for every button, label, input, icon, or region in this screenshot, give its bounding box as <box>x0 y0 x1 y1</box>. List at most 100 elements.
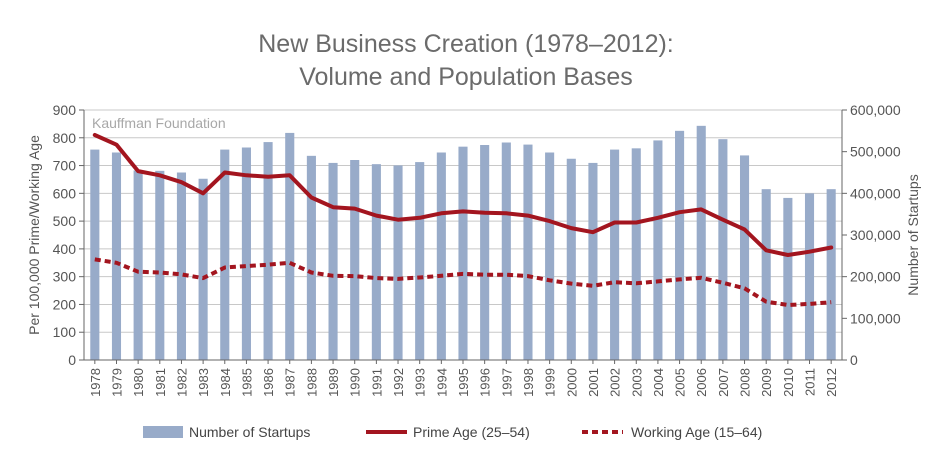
startups-bar <box>631 148 641 360</box>
startups-bar <box>176 172 187 360</box>
prime-age-line <box>92 133 834 257</box>
startups-bar <box>804 193 815 360</box>
left-tick-label: 800 <box>53 130 77 146</box>
chart-title-line2: Volume and Population Bases <box>299 63 633 91</box>
startups-bar <box>761 189 771 360</box>
startups-bar <box>588 162 598 360</box>
left-tick-label: 500 <box>53 213 77 229</box>
right-tick-label: 0 <box>850 352 858 368</box>
x-tick-label: 2007 <box>716 368 731 397</box>
x-tick-label: 1995 <box>456 368 471 397</box>
x-tick-label: 2002 <box>608 368 623 397</box>
x-tick-label: 1980 <box>131 368 146 397</box>
x-tick-label: 2011 <box>803 368 818 396</box>
left-tick-label: 200 <box>53 296 77 312</box>
x-tick-label: 1989 <box>326 368 341 397</box>
right-tick-label: 500,000 <box>850 144 901 160</box>
x-tick-label: 1981 <box>153 368 168 397</box>
left-tick-label: 100 <box>53 324 77 340</box>
legend-label-prime-age: Prime Age (25–54) <box>413 424 530 440</box>
x-tick-label: 2004 <box>651 368 666 397</box>
startups-bar <box>718 139 728 360</box>
startups-bar <box>241 147 251 360</box>
startups-bar <box>90 149 100 360</box>
x-tick-label: 2006 <box>694 368 709 397</box>
y-axis-left-label: Per 100,000 Prime/Working Age <box>26 135 42 335</box>
x-tick-label: 1993 <box>413 368 428 397</box>
x-tick-label: 2005 <box>673 368 688 397</box>
startups-bar <box>458 146 468 360</box>
x-tick-label: 1994 <box>434 368 449 397</box>
chart-title-line1: New Business Creation (1978–2012): <box>258 30 674 58</box>
x-tick-label: 1992 <box>391 368 406 397</box>
left-tick-label: 600 <box>53 185 77 201</box>
x-tick-label: 2010 <box>781 368 796 397</box>
startups-bar <box>610 149 620 360</box>
startups-bar <box>393 165 403 360</box>
x-tick-label: 1996 <box>478 368 493 397</box>
left-axis-ticks: 0 100 200 300 400 500 600 700 800 900 <box>53 102 84 368</box>
startups-bar <box>501 142 511 360</box>
x-tick-label: 1997 <box>499 368 514 397</box>
working-age-line <box>94 257 832 307</box>
legend-label-startups: Number of Startups <box>189 424 310 440</box>
x-tick-label: 1979 <box>109 368 124 397</box>
startups-bar <box>306 155 316 360</box>
legend: Number of Startups Prime Age (25–54) Wor… <box>143 424 762 440</box>
startups-bar <box>783 197 793 360</box>
startups-bar <box>566 158 576 360</box>
x-tick-label: 1991 <box>369 368 384 397</box>
x-tick-label: 2000 <box>564 368 579 397</box>
x-tick-label: 2001 <box>586 368 601 397</box>
startups-bar <box>350 160 360 360</box>
right-tick-label: 600,000 <box>850 102 901 118</box>
x-tick-label: 1986 <box>261 368 276 397</box>
right-tick-label: 100,000 <box>850 310 901 326</box>
x-tick-label: 1987 <box>283 368 298 397</box>
x-tick-label: 2008 <box>738 368 753 397</box>
y-axis-right-label: Number of Startups <box>905 174 921 295</box>
startups-bar <box>675 130 685 360</box>
left-tick-label: 400 <box>53 241 77 257</box>
startups-bar <box>696 125 706 360</box>
x-tick-label: 1985 <box>239 368 254 397</box>
x-tick-label: 1990 <box>348 368 363 397</box>
startups-bar <box>220 149 230 360</box>
x-tick-label: 1999 <box>543 368 558 397</box>
legend-swatch-startups <box>143 426 183 438</box>
left-tick-label: 0 <box>68 352 76 368</box>
x-tick-label: 2009 <box>759 368 774 397</box>
line-series <box>92 133 834 307</box>
x-tick-label: 1983 <box>196 368 211 397</box>
startups-bar <box>436 152 446 360</box>
startups-bar <box>371 164 381 360</box>
left-tick-label: 700 <box>53 158 77 174</box>
startups-bar <box>739 155 750 360</box>
startups-bar <box>523 144 533 360</box>
right-tick-label: 300,000 <box>850 227 901 243</box>
x-tick-label: 1998 <box>521 368 536 397</box>
x-tick-label: 1982 <box>174 368 189 397</box>
x-tick-label: 2003 <box>629 368 644 397</box>
startups-bar <box>545 152 555 360</box>
bar-series <box>90 125 836 360</box>
left-tick-label: 300 <box>53 269 77 285</box>
left-tick-label: 900 <box>53 102 77 118</box>
x-tick-label: 1978 <box>88 368 103 397</box>
startups-bar <box>826 189 836 360</box>
startups-bar <box>328 162 338 360</box>
startups-bar <box>480 145 490 360</box>
startups-bar <box>155 170 165 360</box>
x-axis-ticks: 1978 1979 1980 1981 1982 1983 1984 1985 1986 1987… <box>88 360 839 397</box>
startups-bar <box>198 178 208 360</box>
x-tick-label: 1988 <box>304 368 319 397</box>
x-tick-label: 1984 <box>218 368 233 397</box>
startups-bar <box>111 152 122 360</box>
x-tick-label: 2012 <box>824 368 839 397</box>
startups-bar <box>263 142 273 360</box>
startups-bar <box>415 162 425 360</box>
right-tick-label: 200,000 <box>850 269 901 285</box>
legend-label-working-age: Working Age (15–64) <box>631 424 762 440</box>
